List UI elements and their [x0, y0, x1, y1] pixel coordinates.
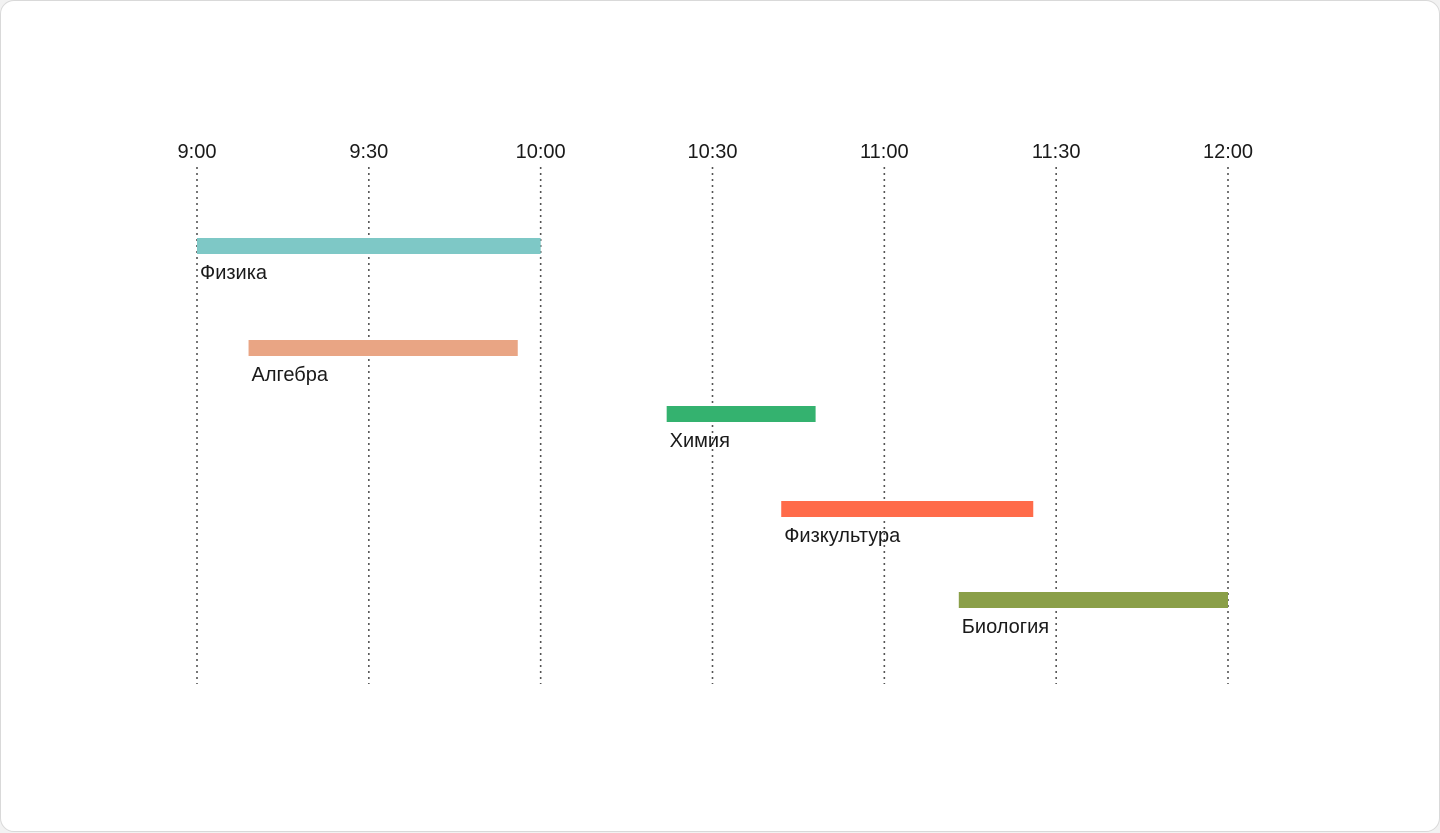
task-bar	[958, 592, 1228, 608]
x-tick-label: 11:00	[860, 141, 909, 163]
gridlines	[196, 167, 1229, 684]
task-2: Алгебра	[248, 340, 518, 386]
task-bar	[781, 501, 1034, 517]
task-bars: Физика Алгебра Химия Физкультура Биология	[197, 238, 1228, 638]
task-bar	[248, 340, 518, 356]
x-tick-label: 10:00	[516, 141, 566, 163]
x-tick-label: 10:30	[687, 141, 737, 163]
task-label: Алгебра	[252, 364, 329, 386]
task-1: Физика	[197, 238, 541, 284]
task-label: Биология	[962, 616, 1049, 638]
task-3: Химия	[666, 406, 816, 452]
task-bar	[666, 406, 816, 422]
task-label: Физика	[200, 262, 268, 284]
task-4: Физкультура	[781, 501, 1034, 547]
task-bar	[197, 238, 541, 254]
task-5: Биология	[958, 592, 1228, 638]
task-label: Химия	[670, 430, 730, 452]
x-axis-ticks: 9:00 9:30 10:00 10:30 11:00 11:30 12:00	[178, 141, 1254, 163]
x-tick-label: 12:00	[1203, 141, 1253, 163]
x-tick-label: 11:30	[1032, 141, 1081, 163]
task-label: Физкультура	[784, 525, 901, 547]
x-tick-label: 9:00	[178, 141, 217, 163]
x-tick-label: 9:30	[349, 141, 388, 163]
